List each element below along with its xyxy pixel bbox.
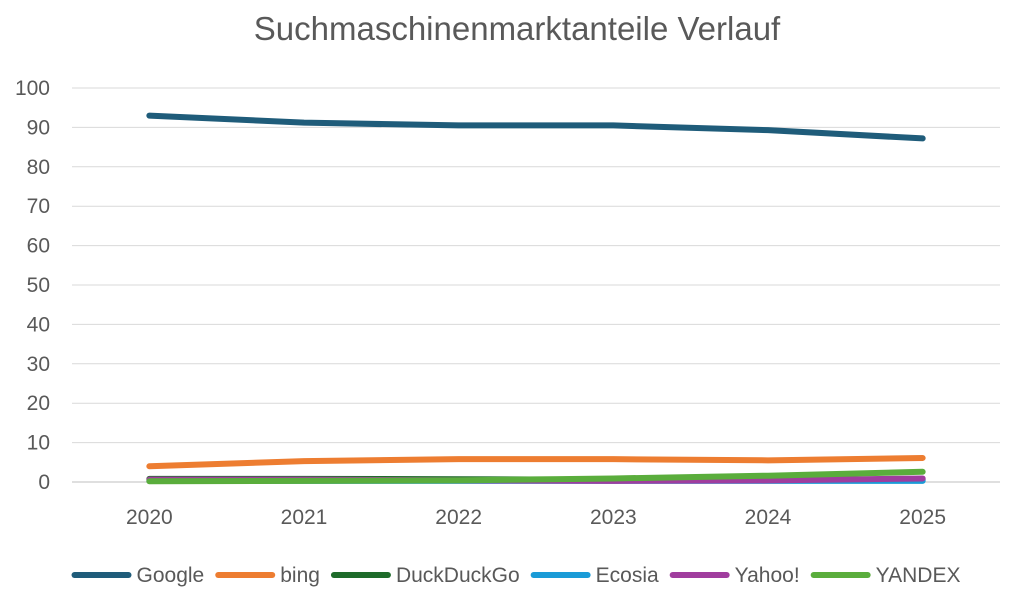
chart-title: Suchmaschinenmarktanteile Verlauf [254,10,781,47]
x-axis-tick-labels: 2020 2021 2022 2023 2024 2025 [126,506,946,529]
legend-item: Yahoo! [669,564,800,587]
legend-label: YANDEX [876,564,961,587]
y-tick-label: 10 [27,432,50,455]
legend-label: Google [137,564,205,587]
y-tick-label: 80 [27,156,50,179]
series-line-yandex [146,468,926,485]
series-lines [146,112,926,485]
x-tick-label: 2022 [435,506,482,529]
y-tick-label: 100 [15,77,50,100]
legend-item: Google [71,564,205,587]
series-line-bing [146,454,926,470]
y-tick-label: 40 [27,313,50,336]
y-tick-label: 90 [27,116,50,139]
legend-item: YANDEX [810,564,961,587]
legend-item: bing [215,564,320,587]
legend-label: Yahoo! [735,564,800,587]
legend-label: Ecosia [596,564,659,587]
y-tick-label: 30 [27,353,50,376]
x-tick-label: 2023 [590,506,637,529]
x-tick-label: 2025 [899,506,946,529]
y-tick-label: 20 [27,392,50,415]
legend-label: DuckDuckGo [396,564,520,587]
series-line-google [146,112,926,142]
x-tick-label: 2021 [281,506,328,529]
y-tick-label: 0 [38,471,50,494]
legend-item: Ecosia [530,564,659,587]
y-tick-label: 70 [27,195,50,218]
y-tick-label: 50 [27,274,50,297]
legend-label: bing [280,564,320,587]
y-tick-label: 60 [27,235,50,258]
y-axis-tick-labels: 0 10 20 30 40 50 60 70 80 90 100 [15,77,50,494]
gridlines [72,87,1000,483]
x-tick-label: 2024 [745,506,792,529]
legend-item: DuckDuckGo [330,564,520,587]
legend: Google bing DuckDuckGo Ecosia Yahoo! YANDEX [71,564,961,587]
x-tick-label: 2020 [126,506,173,529]
